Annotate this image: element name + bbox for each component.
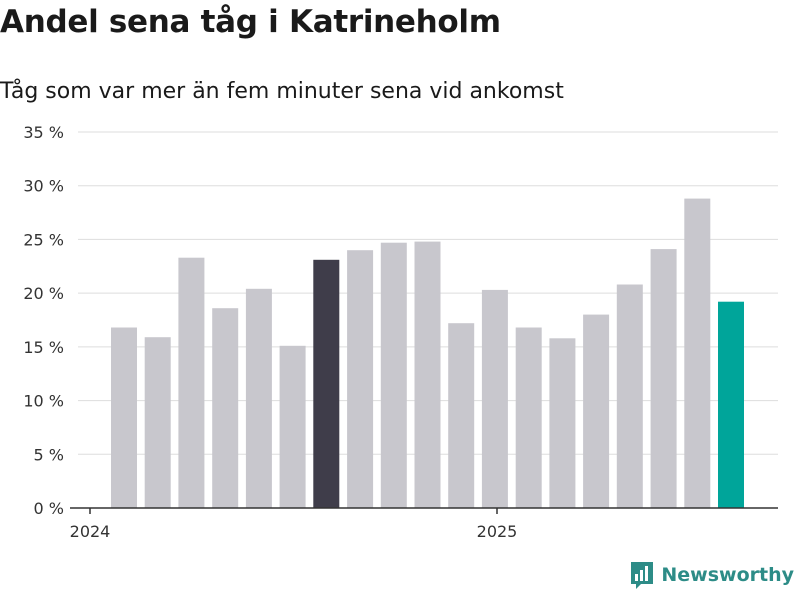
x-tick-label: 2024 bbox=[70, 522, 111, 541]
bar bbox=[718, 301, 744, 508]
chart-title: Andel sena tåg i Katrineholm bbox=[0, 4, 501, 40]
y-tick-label: 5 % bbox=[34, 445, 64, 464]
bar bbox=[616, 284, 643, 508]
y-tick-label: 25 % bbox=[23, 230, 64, 249]
bar bbox=[178, 257, 205, 508]
y-tick-label: 20 % bbox=[23, 284, 64, 303]
bar bbox=[313, 259, 340, 508]
bar bbox=[245, 288, 272, 508]
y-tick-label: 0 % bbox=[34, 499, 64, 518]
bar bbox=[515, 327, 542, 508]
bar bbox=[684, 198, 711, 508]
bar bbox=[549, 338, 576, 508]
bar bbox=[347, 250, 374, 508]
bar bbox=[414, 241, 441, 508]
bar bbox=[144, 337, 171, 508]
bar bbox=[583, 314, 610, 508]
newsworthy-logo-icon bbox=[631, 562, 654, 589]
bar bbox=[279, 345, 306, 508]
bar bbox=[650, 249, 677, 508]
bar bbox=[212, 308, 239, 508]
chart-subtitle: Tåg som var mer än fem minuter sena vid … bbox=[0, 79, 564, 104]
bar bbox=[380, 242, 407, 508]
y-tick-label: 35 % bbox=[23, 123, 64, 142]
brand-name: Newsworthy bbox=[661, 564, 794, 586]
y-tick-label: 15 % bbox=[23, 338, 64, 357]
y-tick-label: 30 % bbox=[23, 177, 64, 196]
bar bbox=[448, 323, 475, 508]
x-tick-label: 2025 bbox=[477, 522, 518, 541]
brand-logo: Newsworthy bbox=[629, 560, 794, 590]
bar-chart: 0 % 5 % 10 % 15 % 20 % 25 % 30 % 35 % 2024 2025 bbox=[23, 123, 778, 541]
bar bbox=[481, 289, 508, 508]
bar bbox=[111, 327, 137, 508]
y-tick-label: 10 % bbox=[23, 392, 64, 411]
